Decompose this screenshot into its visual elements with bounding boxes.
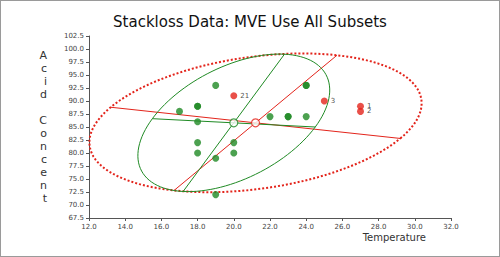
svg-text:e: e	[40, 166, 47, 179]
svg-text:Temperature: Temperature	[362, 232, 426, 243]
svg-text:n: n	[40, 140, 47, 153]
svg-text:18.0: 18.0	[190, 223, 206, 231]
svg-text:Stackloss Data: MVE Use All Su: Stackloss Data: MVE Use All Subsets	[113, 13, 387, 31]
svg-text:16.0: 16.0	[154, 223, 170, 231]
svg-text:70.0: 70.0	[68, 201, 84, 209]
svg-text:85.0: 85.0	[68, 123, 84, 131]
svg-text:77.5: 77.5	[68, 162, 84, 170]
svg-text:c: c	[41, 62, 47, 75]
svg-text:1: 1	[367, 102, 372, 111]
svg-text:90.0: 90.0	[68, 97, 84, 105]
svg-text:80.0: 80.0	[68, 149, 84, 157]
svg-text:26.0: 26.0	[335, 223, 351, 231]
svg-text:87.5: 87.5	[68, 110, 84, 118]
svg-text:14.0: 14.0	[117, 223, 133, 231]
svg-text:C: C	[39, 114, 47, 127]
svg-text:24.0: 24.0	[298, 223, 314, 231]
svg-text:12.0: 12.0	[81, 223, 97, 231]
svg-text:28.0: 28.0	[371, 223, 387, 231]
svg-text:75.0: 75.0	[68, 175, 84, 183]
svg-text:72.5: 72.5	[68, 188, 84, 196]
svg-text:n: n	[40, 179, 47, 192]
svg-text:92.5: 92.5	[68, 84, 84, 92]
svg-text:c: c	[41, 153, 47, 166]
svg-text:82.5: 82.5	[68, 136, 84, 144]
svg-text:2: 2	[367, 107, 371, 115]
svg-text:95.0: 95.0	[68, 71, 84, 79]
svg-text:20.0: 20.0	[226, 223, 242, 231]
svg-text:d: d	[40, 88, 47, 101]
svg-text:3: 3	[331, 97, 335, 105]
svg-text:32.0: 32.0	[443, 223, 459, 231]
svg-text:100.0: 100.0	[64, 45, 84, 53]
svg-text:67.5: 67.5	[68, 214, 84, 222]
svg-text:30.0: 30.0	[407, 223, 423, 231]
svg-text:i: i	[44, 75, 47, 88]
svg-text:o: o	[40, 127, 47, 140]
svg-text:A: A	[39, 49, 47, 62]
svg-text:22.0: 22.0	[262, 223, 278, 231]
svg-text:t: t	[43, 192, 48, 205]
svg-text:97.5: 97.5	[68, 58, 84, 66]
svg-text:102.5: 102.5	[64, 32, 84, 40]
svg-text:21: 21	[240, 92, 249, 100]
